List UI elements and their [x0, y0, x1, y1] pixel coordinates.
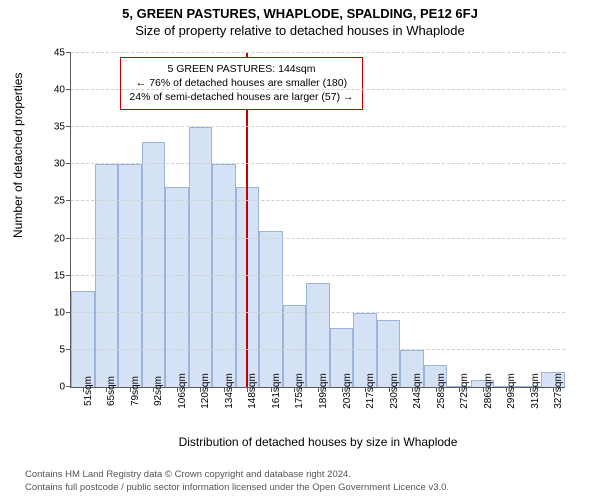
y-tick-label: 30	[54, 159, 65, 170]
y-tick-label: 40	[54, 85, 65, 96]
x-tick-label: 272sqm	[459, 373, 470, 409]
x-tick-label: 175sqm	[294, 373, 305, 409]
gridline-h	[71, 126, 565, 127]
bar	[165, 187, 189, 387]
y-tick-mark	[66, 386, 71, 387]
x-tick-label: 189sqm	[318, 373, 329, 409]
annotation-line1: 5 GREEN PASTURES: 144sqm	[129, 62, 353, 76]
footer-line1: Contains HM Land Registry data © Crown c…	[25, 469, 449, 481]
y-tick-mark	[66, 126, 71, 127]
footer-line2: Contains full postcode / public sector i…	[25, 482, 449, 494]
y-tick-mark	[66, 349, 71, 350]
x-tick-label: 258sqm	[436, 373, 447, 409]
y-tick-mark	[66, 200, 71, 201]
y-tick-label: 15	[54, 270, 65, 281]
x-tick-label: 286sqm	[483, 373, 494, 409]
chart-area: Number of detached properties 5 GREEN PA…	[35, 48, 575, 428]
gridline-h	[71, 312, 565, 313]
title-line2: Size of property relative to detached ho…	[0, 23, 600, 38]
plot-area: 5 GREEN PASTURES: 144sqm ← 76% of detach…	[70, 53, 565, 388]
gridline-h	[71, 200, 565, 201]
x-tick-label: 92sqm	[153, 376, 164, 406]
gridline-h	[71, 163, 565, 164]
x-tick-label: 148sqm	[247, 373, 258, 409]
y-tick-mark	[66, 312, 71, 313]
x-axis-label: Distribution of detached houses by size …	[71, 435, 565, 449]
x-tick-label: 65sqm	[106, 376, 117, 406]
x-tick-label: 313sqm	[530, 373, 541, 409]
y-tick-mark	[66, 275, 71, 276]
x-tick-label: 79sqm	[130, 376, 141, 406]
x-tick-label: 217sqm	[365, 373, 376, 409]
chart-title-block: 5, GREEN PASTURES, WHAPLODE, SPALDING, P…	[0, 0, 600, 38]
gridline-h	[71, 89, 565, 90]
x-tick-label: 51sqm	[83, 376, 94, 406]
x-tick-label: 230sqm	[389, 373, 400, 409]
x-tick-label: 161sqm	[271, 373, 282, 409]
x-tick-label: 106sqm	[177, 373, 188, 409]
x-tick-label: 327sqm	[553, 373, 564, 409]
x-tick-label: 203sqm	[342, 373, 353, 409]
y-tick-label: 35	[54, 122, 65, 133]
x-tick-label: 244sqm	[412, 373, 423, 409]
x-tick-label: 299sqm	[506, 373, 517, 409]
y-tick-mark	[66, 52, 71, 53]
y-tick-label: 10	[54, 307, 65, 318]
bar	[259, 231, 283, 387]
footer-attribution: Contains HM Land Registry data © Crown c…	[25, 469, 449, 494]
y-tick-label: 20	[54, 233, 65, 244]
y-tick-mark	[66, 238, 71, 239]
y-tick-label: 0	[59, 382, 65, 393]
x-tick-label: 134sqm	[224, 373, 235, 409]
bar	[95, 164, 119, 387]
y-tick-mark	[66, 163, 71, 164]
title-line1: 5, GREEN PASTURES, WHAPLODE, SPALDING, P…	[0, 6, 600, 21]
annotation-line3: 24% of semi-detached houses are larger (…	[129, 90, 353, 104]
annotation-box: 5 GREEN PASTURES: 144sqm ← 76% of detach…	[120, 57, 362, 110]
gridline-h	[71, 238, 565, 239]
bar	[71, 291, 95, 387]
y-tick-label: 25	[54, 196, 65, 207]
y-tick-label: 45	[54, 48, 65, 59]
gridline-h	[71, 275, 565, 276]
bar	[142, 142, 166, 387]
x-tick-label: 120sqm	[200, 373, 211, 409]
y-tick-label: 5	[59, 344, 65, 355]
bar	[306, 283, 330, 387]
gridline-h	[71, 349, 565, 350]
y-tick-mark	[66, 89, 71, 90]
bar	[118, 164, 142, 387]
y-axis-label: Number of detached properties	[11, 73, 25, 238]
bar	[212, 164, 236, 387]
gridline-h	[71, 52, 565, 53]
